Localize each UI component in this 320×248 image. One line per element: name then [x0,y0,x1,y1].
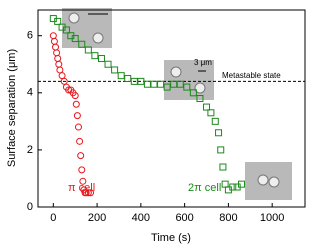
point [58,72,66,80]
cell-image [170,66,182,78]
x-tick-label: 400 [132,212,150,224]
x-tick-label: 0 [50,212,56,224]
point [104,60,112,68]
cell-image [194,82,206,94]
point [215,129,223,137]
point [183,83,191,91]
y-tick-label: 4 [27,87,33,99]
cell-image [92,32,104,44]
point [143,80,151,88]
point [79,177,87,185]
y-tick-label: 6 [27,30,33,42]
y-axis-label: Surface separation (μm) [6,49,18,167]
point [78,40,86,48]
point [189,89,197,97]
point [62,26,70,34]
point [72,100,80,108]
point [130,77,138,85]
point [217,146,225,154]
point [82,189,90,197]
x-tick-label: 800 [219,212,237,224]
point [71,92,79,100]
point [207,109,215,117]
cell-image [268,176,280,188]
point [97,55,105,63]
point [221,180,229,188]
point [124,75,132,83]
point [77,152,85,160]
point [56,66,64,74]
point [73,112,81,120]
x-tick-label: 200 [88,212,106,224]
point [117,72,125,80]
point [137,77,145,85]
cell-image [257,174,269,186]
scale-label: 3 μm [194,58,212,67]
point [229,183,237,191]
point [87,189,95,197]
point [157,80,165,88]
point [211,117,219,125]
point [196,95,204,103]
point [55,60,63,68]
point [84,46,92,54]
legend-label: 2π cell [188,182,221,194]
point [203,103,211,111]
point [170,80,178,88]
point [71,35,79,43]
point [76,137,84,145]
cell-image [68,12,80,24]
inset-images [62,8,292,200]
point [54,17,62,25]
inset-image [245,162,292,200]
point [84,189,92,197]
point [74,123,82,131]
point [78,166,86,174]
x-tick-label: 1000 [260,212,284,224]
plot-frame [37,9,306,208]
point [54,55,62,63]
x-tick-label: 600 [175,212,193,224]
point [238,180,246,188]
metastable-label: Metastable state [222,71,281,80]
y-tick-label: 0 [27,201,33,213]
point [111,66,119,74]
point [52,43,60,51]
x-axis-label: Time (s) [151,232,191,244]
point [91,52,99,60]
point [50,37,58,45]
point [53,49,61,57]
point [163,83,171,91]
point [219,163,227,171]
point [150,80,158,88]
y-tick-label: 2 [27,144,33,156]
point [176,80,184,88]
inset-image [164,60,214,100]
point [49,32,57,40]
